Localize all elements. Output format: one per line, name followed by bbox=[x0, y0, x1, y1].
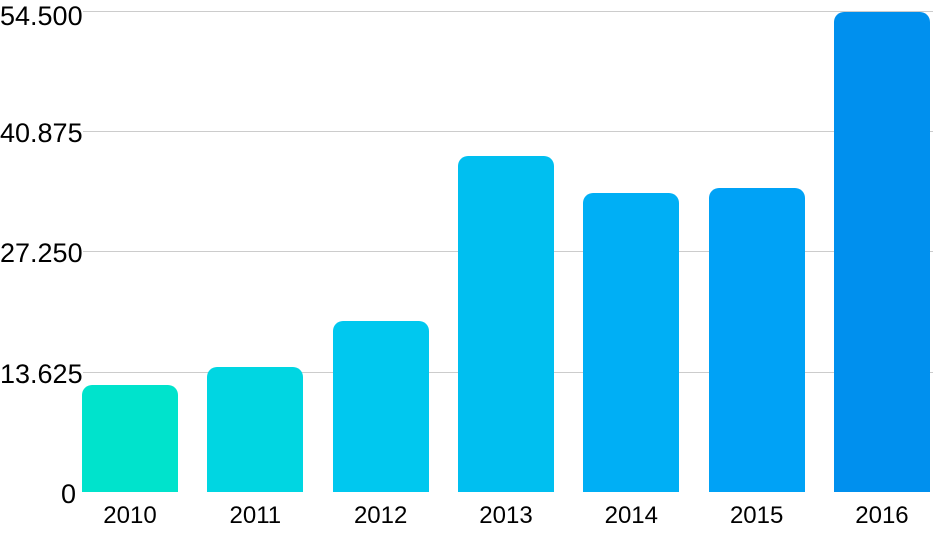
gridline-54.500 bbox=[83, 10, 933, 12]
bar-2014 bbox=[583, 193, 680, 492]
y-axis-tick-label: 0 bbox=[60, 479, 76, 509]
y-axis-tick-label: 27.250 bbox=[0, 238, 83, 269]
x-axis-tick-label-2016: 2016 bbox=[855, 502, 909, 529]
bar-2010 bbox=[82, 385, 178, 492]
bar-2013 bbox=[457, 156, 554, 492]
x-axis-tick-label-2011: 2011 bbox=[229, 502, 282, 529]
bar-2015 bbox=[708, 188, 805, 492]
gridline-40.875 bbox=[83, 130, 933, 132]
y-axis-tick-label: 54.500 bbox=[0, 1, 83, 31]
y-axis-tick-label: 13.625 bbox=[0, 358, 83, 389]
bar-2012 bbox=[332, 320, 429, 492]
x-axis-tick-label-2013: 2013 bbox=[479, 502, 533, 529]
x-axis-tick-label-2015: 2015 bbox=[729, 502, 784, 529]
bar-2011 bbox=[207, 366, 304, 492]
x-axis-tick-label-2012: 2012 bbox=[353, 502, 408, 529]
bar-2016 bbox=[833, 12, 930, 492]
x-axis-tick-label-2010: 2010 bbox=[103, 502, 157, 529]
y-axis-tick-label: 40.875 bbox=[0, 117, 83, 148]
x-axis-tick-label-2014: 2014 bbox=[604, 502, 658, 529]
